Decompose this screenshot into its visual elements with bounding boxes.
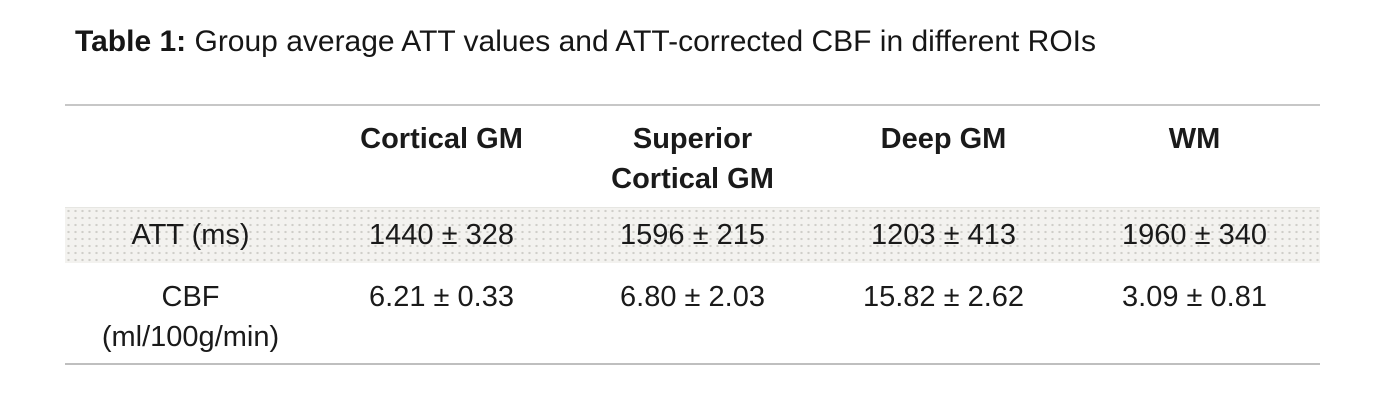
value-cell: 15.82 ± 2.62 xyxy=(862,281,1025,313)
value-cell: 6.21 ± 0.33 xyxy=(369,281,514,313)
value-cell: 1960 ± 340 xyxy=(1069,207,1320,263)
value-cell: 3.09 ± 0.81 xyxy=(1122,281,1267,313)
table-caption: Table 1: Group average ATT values and AT… xyxy=(75,22,1096,62)
column-header-cortical-gm: Cortical GM xyxy=(316,105,567,208)
column-header-wm: WM xyxy=(1069,105,1320,208)
column-header-deep-gm: Deep GM xyxy=(818,105,1069,208)
table-caption-number: Table 1: xyxy=(75,25,187,58)
header-row: Cortical GM Superior Cortical GM Deep GM… xyxy=(65,105,1320,208)
row-label-cell: CBF (ml/100g/min) xyxy=(101,281,280,353)
table-caption-text: Group average ATT values and ATT-correct… xyxy=(194,25,1097,58)
column-header-empty xyxy=(65,105,316,208)
roi-table: Cortical GM Superior Cortical GM Deep GM… xyxy=(65,104,1320,365)
table-row-att: ATT (ms) 1440 ± 328 1596 ± 215 1203 ± 41… xyxy=(65,207,1320,263)
row-label-cell: ATT (ms) xyxy=(65,207,316,263)
value-cell: 1596 ± 215 xyxy=(567,207,818,263)
table-row-cbf: CBF (ml/100g/min) 6.21 ± 0.33 6.80 ± 2.0… xyxy=(65,263,1320,364)
value-cell: 1440 ± 328 xyxy=(316,207,567,263)
column-header-superior-cortical-gm: Superior Cortical GM xyxy=(567,105,818,208)
value-cell: 6.80 ± 2.03 xyxy=(620,281,765,313)
value-cell: 1203 ± 413 xyxy=(818,207,1069,263)
